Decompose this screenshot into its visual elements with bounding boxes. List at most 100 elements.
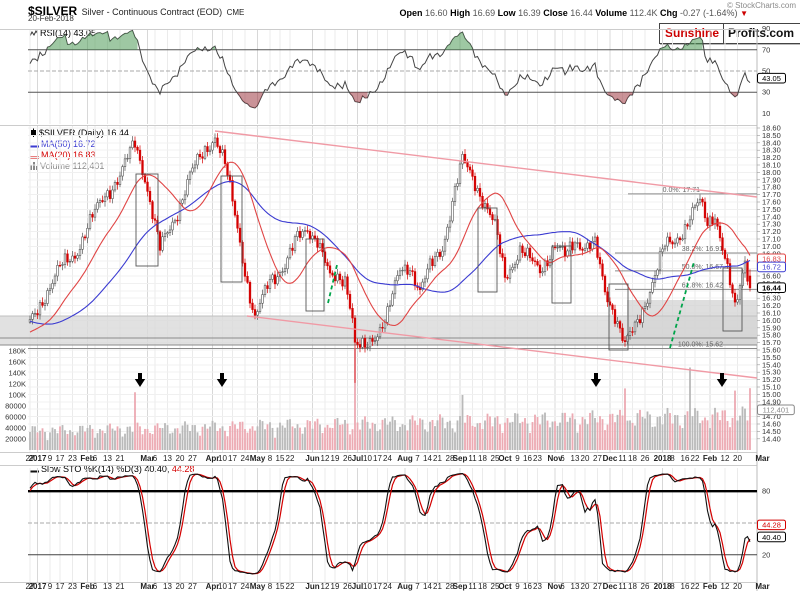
svg-text:22: 22: [286, 582, 295, 591]
svg-text:27: 27: [593, 454, 602, 463]
rsi-label: RSI(14): [40, 28, 72, 38]
svg-text:12: 12: [721, 454, 730, 463]
svg-text:28: 28: [446, 454, 455, 463]
svg-text:14.70: 14.70: [762, 412, 781, 421]
svg-text:11: 11: [468, 454, 477, 463]
svg-text:100K: 100K: [8, 391, 26, 400]
rsi-line: [29, 29, 751, 109]
svg-text:25: 25: [491, 582, 500, 591]
high-label: High: [450, 8, 471, 18]
svg-text:80: 80: [762, 487, 770, 496]
svg-text:18.40: 18.40: [762, 138, 781, 147]
svg-text:0.0%: 17.71: 0.0%: 17.71: [663, 187, 700, 194]
close-value: 16.44: [570, 8, 593, 18]
svg-text:23: 23: [68, 582, 77, 591]
svg-text:11: 11: [618, 454, 627, 463]
svg-text:10: 10: [363, 454, 372, 463]
chart-date: 20-Feb-2018: [28, 14, 74, 23]
svg-text:6: 6: [93, 582, 98, 591]
svg-text:61.8%: 16.42: 61.8%: 16.42: [682, 282, 723, 289]
svg-text:15.50: 15.50: [762, 353, 781, 362]
exchange-label: CME: [226, 8, 245, 17]
svg-text:22: 22: [691, 454, 700, 463]
svg-text:17: 17: [228, 582, 237, 591]
svg-text:18.60: 18.60: [762, 124, 781, 133]
high-value: 16.69: [472, 8, 496, 18]
svg-text:Sep: Sep: [453, 454, 468, 463]
rsi-panel: [28, 49, 757, 93]
svg-text:24: 24: [383, 582, 392, 591]
svg-text:15.80: 15.80: [762, 331, 781, 340]
trendlines: [214, 130, 758, 379]
svg-text:12: 12: [721, 582, 730, 591]
svg-text:2017: 2017: [29, 582, 47, 591]
svg-text:18: 18: [478, 454, 487, 463]
svg-text:18.20: 18.20: [762, 153, 781, 162]
svg-text:17.10: 17.10: [762, 235, 781, 244]
svg-text:20: 20: [733, 582, 742, 591]
svg-text:17.90: 17.90: [762, 175, 781, 184]
svg-text:12: 12: [321, 454, 330, 463]
svg-text:Jul: Jul: [352, 582, 364, 591]
svg-text:100.0%: 15.62: 100.0%: 15.62: [678, 342, 723, 349]
svg-text:24: 24: [383, 454, 392, 463]
svg-text:Dec: Dec: [603, 582, 618, 591]
svg-text:20: 20: [176, 582, 185, 591]
svg-text:16.10: 16.10: [762, 309, 781, 318]
svg-text:15.90: 15.90: [762, 323, 781, 332]
svg-text:6: 6: [153, 454, 158, 463]
svg-text:17.20: 17.20: [762, 227, 781, 236]
svg-text:40.40: 40.40: [762, 533, 781, 542]
svg-text:160K: 160K: [8, 358, 26, 367]
svg-text:23: 23: [68, 454, 77, 463]
svg-text:Feb: Feb: [80, 582, 94, 591]
svg-text:15.10: 15.10: [762, 383, 781, 392]
svg-text:2018: 2018: [654, 454, 672, 463]
svg-text:17.30: 17.30: [762, 220, 781, 229]
svg-text:13: 13: [103, 454, 112, 463]
svg-text:Jun: Jun: [305, 454, 319, 463]
svg-text:43.05: 43.05: [762, 74, 781, 83]
svg-text:6: 6: [560, 454, 565, 463]
svg-text:10: 10: [218, 582, 227, 591]
svg-text:24: 24: [241, 454, 250, 463]
svg-text:Nov: Nov: [547, 582, 563, 591]
svg-text:17.50: 17.50: [762, 205, 781, 214]
svg-text:17: 17: [373, 582, 382, 591]
svg-text:18: 18: [628, 454, 637, 463]
svg-text:Sep: Sep: [453, 582, 468, 591]
volume-arrows: [134, 373, 728, 387]
svg-text:13: 13: [103, 582, 112, 591]
svg-text:13: 13: [163, 582, 172, 591]
svg-text:16.83: 16.83: [762, 255, 781, 264]
axis-labels: 14.4014.5014.6014.7014.8014.9015.0015.10…: [5, 24, 781, 591]
svg-text:18: 18: [478, 582, 487, 591]
indicator-icon: [29, 29, 39, 39]
svg-text:Oct: Oct: [498, 582, 512, 591]
svg-text:80000: 80000: [5, 402, 26, 411]
svg-text:12: 12: [321, 582, 330, 591]
svg-text:60000: 60000: [5, 413, 26, 422]
open-label: Open: [399, 8, 423, 18]
svg-text:17.70: 17.70: [762, 190, 781, 199]
chg-label: Chg: [660, 8, 678, 18]
svg-text:50: 50: [762, 67, 770, 76]
svg-text:25: 25: [491, 454, 500, 463]
svg-text:23: 23: [533, 454, 542, 463]
svg-text:70: 70: [762, 45, 770, 54]
svg-text:17.40: 17.40: [762, 212, 781, 221]
svg-text:16: 16: [523, 454, 532, 463]
svg-text:15.40: 15.40: [762, 360, 781, 369]
svg-text:21: 21: [116, 582, 125, 591]
svg-text:50.0%: 16.67: 50.0%: 16.67: [682, 264, 723, 271]
copyright-link[interactable]: © StockCharts.com: [726, 1, 796, 10]
svg-text:20: 20: [581, 582, 590, 591]
svg-text:22: 22: [691, 582, 700, 591]
svg-text:22: 22: [286, 454, 295, 463]
low-label: Low: [497, 8, 516, 18]
svg-text:14.40: 14.40: [762, 434, 781, 443]
svg-text:7: 7: [415, 454, 420, 463]
svg-text:9: 9: [515, 582, 520, 591]
